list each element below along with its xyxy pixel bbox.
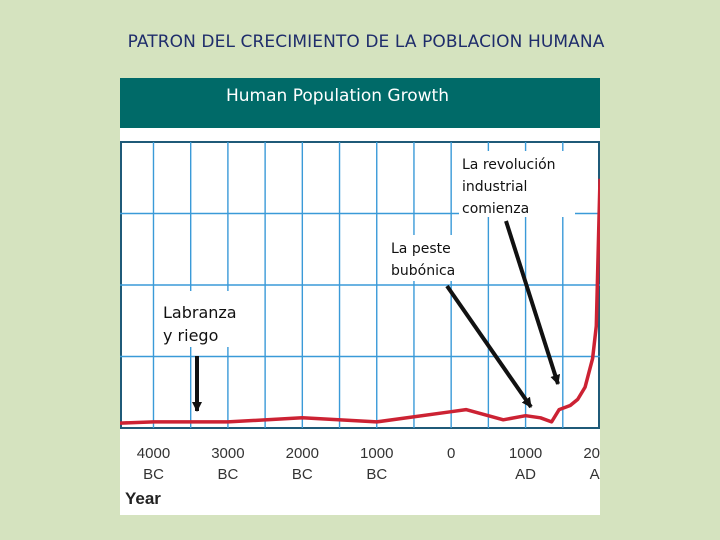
annotation-box bbox=[459, 151, 575, 217]
chart-figure: Human Population Growth Labranza y riego L… bbox=[120, 78, 600, 515]
x-tick-label: 0 bbox=[447, 445, 455, 462]
chart-header: Human Population Growth bbox=[120, 78, 600, 128]
annotation-label: industrial bbox=[462, 179, 527, 195]
population-series-line bbox=[120, 178, 600, 425]
x-tick-label: 3000 bbox=[211, 445, 244, 462]
x-tick-era-label: BC bbox=[217, 466, 238, 483]
annotation-arrow bbox=[504, 220, 561, 385]
chart-title: Human Population Growth bbox=[226, 86, 449, 106]
annotation-label: bubónica bbox=[391, 263, 455, 279]
annotation-box bbox=[388, 235, 462, 281]
annotation-label: La peste bbox=[391, 241, 451, 257]
x-tick-label: 4000 bbox=[137, 445, 170, 462]
annotation-label: y riego bbox=[163, 326, 218, 345]
annotation-label: Labranza bbox=[163, 303, 237, 322]
annotation-box bbox=[158, 291, 250, 347]
x-tick-era-label: BC bbox=[292, 466, 313, 483]
annotation-label: La revolución bbox=[462, 157, 556, 173]
x-tick-era-label: BC bbox=[143, 466, 164, 483]
x-tick-label: 1000 bbox=[509, 445, 542, 462]
x-tick-label: 1000 bbox=[360, 445, 393, 462]
x-tick-label: 2000 bbox=[583, 445, 600, 462]
x-tick-era-label: AD bbox=[590, 466, 600, 483]
slide-title: PATRON DEL CRECIMIENTO DE LA POBLACION H… bbox=[127, 32, 605, 52]
annotation-arrow bbox=[445, 284, 533, 409]
x-axis-title: Year bbox=[125, 489, 161, 508]
x-tick-era-label: AD bbox=[515, 466, 536, 483]
x-tick-era-label: BC bbox=[366, 466, 387, 483]
x-tick-label: 2000 bbox=[286, 445, 319, 462]
annotation-label: comienza bbox=[462, 201, 529, 217]
population-chart: Labranza y riego La peste bubónica La revolu… bbox=[120, 141, 600, 508]
